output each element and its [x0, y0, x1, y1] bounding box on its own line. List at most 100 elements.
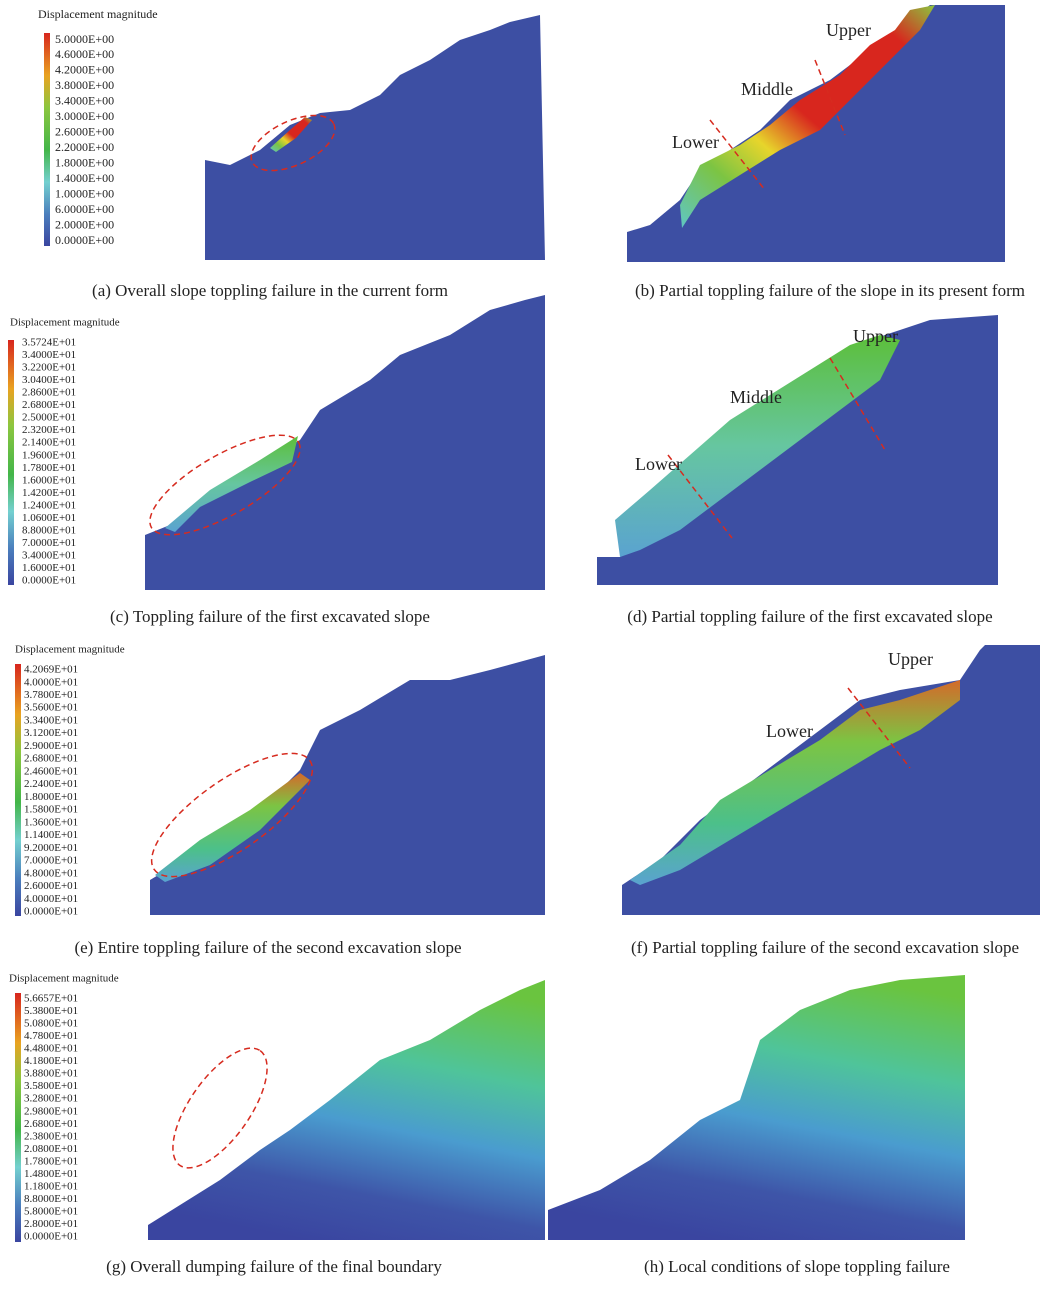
zone-label: Lower: [672, 132, 719, 152]
caption: (c) Toppling failure of the first excava…: [110, 607, 430, 626]
slope: [548, 975, 965, 1240]
zone-label: Upper: [826, 20, 871, 40]
legend-label: 1.4200E+01: [22, 487, 76, 499]
legend-label: 3.2200E+01: [22, 362, 76, 374]
legend-label: 5.3800E+01: [24, 1005, 78, 1017]
legend-label: 0.0000E+01: [22, 575, 76, 587]
slope: [205, 15, 545, 260]
caption: (f) Partial toppling failure of the seco…: [631, 938, 1019, 957]
caption: (d) Partial toppling failure of the firs…: [627, 607, 992, 626]
caption: (e) Entire toppling failure of the secon…: [74, 938, 461, 957]
legend-label: 3.3400E+01: [24, 714, 78, 726]
legend-label: 5.0800E+01: [24, 1018, 78, 1030]
legend-label: 1.8000E+01: [24, 791, 78, 803]
colorbar: [15, 993, 21, 1242]
legend-label: 1.5800E+01: [24, 804, 78, 816]
legend-label: 8.8000E+01: [22, 524, 76, 536]
legend-label: 1.7800E+01: [24, 1155, 78, 1167]
legend-label: 1.9600E+01: [22, 449, 76, 461]
caption: (g) Overall dumping failure of the final…: [106, 1257, 442, 1276]
legend-label: 2.6800E+01: [22, 399, 76, 411]
zone-divider: [814, 59, 846, 136]
zone-divider: [667, 454, 733, 539]
legend-label: 3.8000E+00: [55, 78, 114, 92]
legend-label: 3.4000E+01: [22, 349, 76, 361]
slope: [150, 655, 545, 915]
legend-title: Displacement magnitude: [15, 644, 125, 656]
failure-outline: [149, 434, 301, 536]
legend-label: 0.0000E+01: [24, 1231, 78, 1243]
legend-label: 3.4000E+01: [22, 549, 76, 561]
legend-label: 2.6800E+01: [24, 1118, 78, 1130]
legend-label: 2.2000E+00: [55, 140, 114, 154]
legend-label: 2.5000E+01: [22, 412, 76, 424]
legend-label: 0.0000E+01: [24, 906, 78, 918]
legend-label: 1.6000E+01: [22, 562, 76, 574]
legend-label: 1.8000E+00: [55, 155, 114, 169]
colorbar: [15, 664, 21, 916]
legend-label: 7.0000E+01: [22, 537, 76, 549]
failure-zone: [270, 117, 312, 152]
legend-label: 1.7800E+01: [22, 462, 76, 474]
legend-label: 0.0000E+00: [55, 233, 114, 247]
legend-label: 2.0800E+01: [24, 1143, 78, 1155]
failure-zone: [680, 5, 935, 228]
zone-label: Middle: [741, 79, 793, 99]
legend-label: 4.0000E+01: [24, 676, 78, 688]
legend-label: 4.8000E+01: [24, 867, 78, 879]
legend-label: 1.6000E+01: [22, 474, 76, 486]
legend-label: 2.2400E+01: [24, 778, 78, 790]
legend-label: 2.3800E+01: [24, 1130, 78, 1142]
legend-label: 3.4000E+00: [55, 94, 114, 108]
legend-label: 1.4800E+01: [24, 1168, 78, 1180]
legend-label: 7.0000E+01: [24, 855, 78, 867]
legend-label: 3.5800E+01: [24, 1080, 78, 1092]
legend-label: 4.4800E+01: [24, 1043, 78, 1055]
failure-zone: [630, 680, 960, 885]
legend-label: 6.0000E+00: [55, 202, 114, 216]
legend-label: 4.0000E+01: [24, 893, 78, 905]
slope: [622, 645, 1040, 915]
failure-zone: [615, 335, 900, 557]
zone-label: Upper: [853, 326, 898, 346]
legend-label: 9.2000E+01: [24, 842, 78, 854]
legend-label: 4.1800E+01: [24, 1055, 78, 1067]
legend-label: 2.1400E+01: [22, 437, 76, 449]
slope: [627, 5, 1005, 262]
zone-divider: [847, 687, 911, 769]
slope: [148, 980, 545, 1240]
legend-label: 3.2800E+01: [24, 1093, 78, 1105]
caption: (a) Overall slope toppling failure in th…: [92, 281, 448, 300]
zone-divider: [829, 357, 886, 451]
zone-label: Upper: [888, 649, 933, 669]
colorbar: [44, 33, 50, 246]
legend-label: 5.6657E+01: [24, 993, 78, 1005]
zone-label: Middle: [730, 387, 782, 407]
zone-label: Lower: [766, 721, 813, 741]
legend-label: 2.6000E+00: [55, 125, 114, 139]
legend-label: 4.6000E+00: [55, 47, 114, 61]
legend-label: 3.8800E+01: [24, 1068, 78, 1080]
legend-label: 2.4600E+01: [24, 765, 78, 777]
legend-title: Displacement magnitude: [38, 7, 158, 21]
failure-outline: [150, 752, 314, 878]
legend-label: 5.0000E+00: [55, 32, 114, 46]
colorbar: [8, 340, 14, 585]
legend-title: Displacement magnitude: [9, 973, 119, 985]
legend-label: 2.6800E+01: [24, 753, 78, 765]
legend-label: 1.3600E+01: [24, 816, 78, 828]
caption: (b) Partial toppling failure of the slop…: [635, 281, 1025, 300]
legend-label: 2.9800E+01: [24, 1105, 78, 1117]
failure-zone: [165, 436, 298, 532]
legend-label: 1.0600E+01: [22, 512, 76, 524]
legend-label: 3.0000E+00: [55, 109, 114, 123]
legend-label: 1.1800E+01: [24, 1180, 78, 1192]
legend-label: 1.2400E+01: [22, 499, 76, 511]
caption: (h) Local conditions of slope toppling f…: [644, 1257, 950, 1276]
legend-label: 3.0400E+01: [22, 374, 76, 386]
legend-label: 1.1400E+01: [24, 829, 78, 841]
legend-label: 3.5600E+01: [24, 702, 78, 714]
legend-label: 2.3200E+01: [22, 424, 76, 436]
legend-label: 1.4000E+00: [55, 171, 114, 185]
